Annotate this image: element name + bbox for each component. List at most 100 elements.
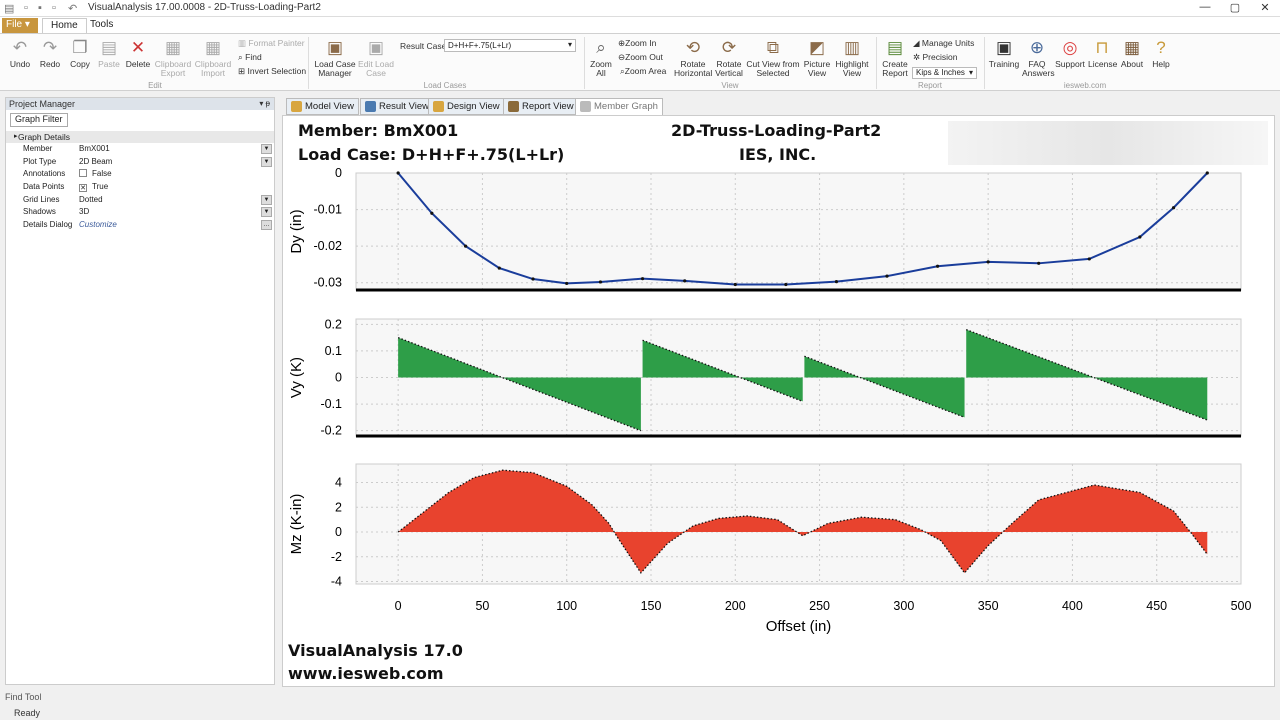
clipboard-import-icon: ▦ bbox=[204, 38, 222, 57]
close-button[interactable]: ✕ bbox=[1260, 2, 1270, 14]
company-heading: IES, INC. bbox=[739, 145, 817, 164]
ellipsis-icon[interactable]: … bbox=[261, 220, 272, 231]
graph-filter-tab[interactable]: Graph Filter bbox=[10, 113, 68, 127]
precision-button[interactable]: ✲ Precision bbox=[913, 52, 957, 63]
highlight-view-button[interactable]: ▥ Highlight View bbox=[834, 38, 870, 78]
cut-view-label: Cut View from Selected bbox=[746, 59, 800, 78]
undo-label: Undo bbox=[9, 59, 31, 69]
faq-icon: ⊕ bbox=[1029, 38, 1045, 57]
clipboard-export-button[interactable]: ▦ Clipboard Export bbox=[154, 38, 192, 78]
ribbon: ↶ Undo ↷ Redo ❐ Copy ▤ Paste ✕ Delete ▦ Clipbo… bbox=[0, 33, 1280, 91]
y-axis-label: Mz (K-in) bbox=[288, 494, 305, 555]
help-button[interactable]: ? Help bbox=[1148, 38, 1174, 69]
vy-data-points bbox=[804, 355, 965, 418]
result-case-value: D+H+F+.75(L+Lr) bbox=[448, 41, 512, 50]
undo-button[interactable]: ↶ Undo bbox=[6, 38, 34, 69]
print-icon[interactable]: ▫ bbox=[52, 2, 56, 14]
tab-result-view[interactable]: Result View bbox=[360, 98, 434, 115]
view-group-label: View bbox=[721, 81, 739, 90]
pin-icon[interactable]: ▾ ᵽ bbox=[259, 99, 270, 108]
x-tick-label: 200 bbox=[725, 599, 746, 613]
zoom-area-button[interactable]: ⌕Zoom Area bbox=[620, 66, 666, 77]
manage-units-button[interactable]: ◢ Manage Units bbox=[913, 38, 974, 49]
delete-button[interactable]: ✕ Delete bbox=[124, 38, 152, 69]
find-tool-label[interactable]: Find Tool bbox=[5, 692, 42, 702]
project-manager-panel: Project Manager ▾ ᵽ Graph Filter ▸ Graph D… bbox=[5, 97, 275, 685]
prop-shadows[interactable]: Shadows 3D ▼ bbox=[6, 206, 274, 219]
graph-details-section[interactable]: ▸ Graph Details bbox=[6, 131, 274, 143]
manage-units-icon: ◢ bbox=[913, 38, 920, 48]
tab-tools[interactable]: Tools bbox=[90, 19, 114, 30]
license-button[interactable]: ⊓ License bbox=[1088, 38, 1117, 69]
edit-load-case-button[interactable]: ▣ Edit Load Case bbox=[358, 38, 394, 78]
x-tick-label: 300 bbox=[893, 599, 914, 613]
zoom-out-button[interactable]: ⊖Zoom Out bbox=[618, 52, 663, 63]
units-select[interactable]: Kips & Inches ▾ bbox=[912, 67, 977, 79]
lock-icon: ⊓ bbox=[1095, 38, 1109, 57]
invert-selection-button[interactable]: ⊞ Invert Selection bbox=[238, 66, 306, 77]
y-axis-label: Dy (in) bbox=[288, 209, 305, 253]
prop-annotations[interactable]: Annotations False bbox=[6, 168, 274, 181]
tab-model-view[interactable]: Model View bbox=[286, 98, 359, 115]
tab-home[interactable]: Home bbox=[42, 18, 87, 33]
y-tick-label: -2 bbox=[331, 550, 342, 564]
prop-value[interactable]: Customize bbox=[79, 220, 117, 230]
x-tick-label: 250 bbox=[809, 599, 830, 613]
vy-data-points bbox=[642, 339, 803, 403]
support-icon: ◎ bbox=[1062, 38, 1078, 57]
design-view-icon bbox=[433, 101, 444, 112]
tab-member-graph[interactable]: Member Graph bbox=[575, 98, 663, 115]
clipboard-export-icon: ▦ bbox=[164, 38, 182, 57]
save-icon[interactable]: ▪ bbox=[38, 2, 42, 14]
tab-file[interactable]: File ▾ bbox=[2, 18, 38, 33]
minimize-button[interactable]: — bbox=[1199, 1, 1211, 13]
copy-button[interactable]: ❐ Copy bbox=[66, 38, 94, 69]
rotate-horizontal-button[interactable]: ⟲ Rotate Horizontal bbox=[674, 38, 712, 78]
prop-data-points[interactable]: Data Points ✕ True bbox=[6, 181, 274, 194]
checkbox-checked[interactable]: ✕ bbox=[79, 184, 87, 193]
data-point bbox=[1138, 235, 1142, 239]
dropdown-icon[interactable]: ▼ bbox=[261, 144, 272, 154]
tab-design-view[interactable]: Design View bbox=[428, 98, 505, 115]
dropdown-icon[interactable]: ▼ bbox=[261, 194, 272, 205]
faq-button[interactable]: ⊕ FAQ Answers bbox=[1022, 38, 1055, 78]
prop-member[interactable]: Member BmX001 ▼ bbox=[6, 143, 274, 156]
new-file-icon[interactable]: ▫ bbox=[24, 2, 28, 14]
rotate-vertical-button[interactable]: ⟳ Rotate Vertical bbox=[714, 38, 744, 78]
clipboard-import-button[interactable]: ▦ Clipboard Import bbox=[194, 38, 232, 78]
tab-report-view[interactable]: Report View bbox=[503, 98, 579, 115]
paste-button[interactable]: ▤ Paste bbox=[95, 38, 123, 69]
cut-view-button[interactable]: ⧉ Cut View from Selected bbox=[746, 38, 800, 78]
zoom-all-button[interactable]: ⌕ Zoom All bbox=[588, 38, 614, 78]
picture-view-button[interactable]: ◩ Picture View bbox=[802, 38, 832, 78]
data-point bbox=[1037, 261, 1041, 265]
checkbox-unchecked[interactable] bbox=[79, 169, 87, 178]
restore-button[interactable]: ▢ bbox=[1229, 2, 1241, 14]
window-title: VisualAnalysis 17.00.0008 - 2D-Truss-Loa… bbox=[88, 2, 321, 13]
create-report-button[interactable]: ▤ Create Report bbox=[880, 38, 910, 78]
support-button[interactable]: ◎ Support bbox=[1054, 38, 1086, 69]
prop-grid-lines[interactable]: Grid Lines Dotted ▼ bbox=[6, 194, 274, 207]
undo-quick-icon[interactable]: ↶ bbox=[68, 3, 78, 15]
find-button[interactable]: ⌕ Find bbox=[238, 52, 262, 63]
dropdown-icon[interactable]: ▼ bbox=[261, 156, 272, 167]
prop-details-dialog[interactable]: Details Dialog Customize… bbox=[6, 219, 274, 232]
member-graph-canvas[interactable]: Member: BmX001 Load Case: D+H+F+.75(L+Lr… bbox=[282, 115, 1275, 687]
faq-label: FAQ Answers bbox=[1022, 59, 1055, 78]
prop-value: 3D bbox=[79, 207, 90, 217]
format-painter-label: Format Painter bbox=[248, 38, 305, 48]
result-case-select[interactable]: D+H+F+.75(L+Lr) ▾ bbox=[444, 39, 576, 52]
load-case-manager-button[interactable]: ▣ Load Case Manager bbox=[314, 38, 356, 78]
status-area: Find Tool Ready bbox=[0, 688, 1280, 720]
about-label: About bbox=[1120, 59, 1144, 69]
x-tick-label: 50 bbox=[475, 599, 489, 613]
zoom-in-button[interactable]: ⊕Zoom In bbox=[618, 38, 656, 49]
dropdown-icon[interactable]: ▼ bbox=[261, 207, 272, 218]
data-point bbox=[834, 279, 839, 284]
tab-label: Design View bbox=[447, 101, 500, 112]
prop-plot-type[interactable]: Plot Type 2D Beam ▼ bbox=[6, 156, 274, 169]
redo-button[interactable]: ↷ Redo bbox=[36, 38, 64, 69]
about-button[interactable]: ▦ About bbox=[1118, 38, 1146, 69]
format-painter-button[interactable]: ▥ Format Painter bbox=[238, 38, 305, 48]
training-button[interactable]: ▣ Training bbox=[988, 38, 1020, 69]
